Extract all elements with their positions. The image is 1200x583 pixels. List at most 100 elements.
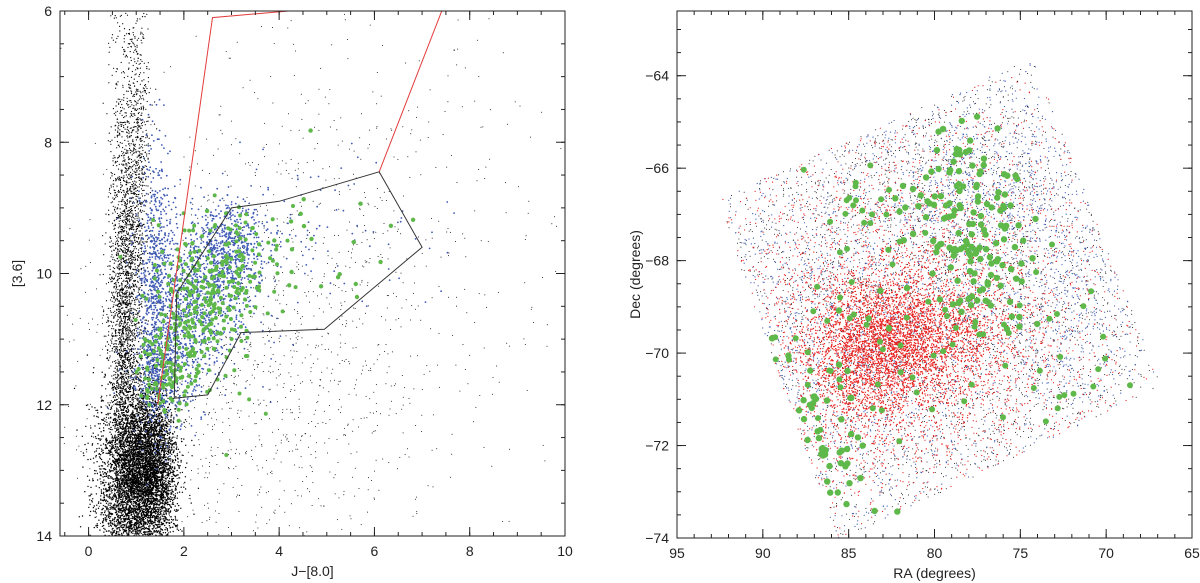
cmd-point [176, 519, 178, 521]
cmd-point [118, 361, 120, 363]
cmd-point [125, 181, 127, 183]
cmd-point [119, 267, 121, 269]
cmd-point [123, 157, 125, 159]
cmd-point [109, 421, 112, 423]
cmd-point [117, 427, 119, 429]
cmd-point [109, 462, 112, 465]
cmd-point [105, 506, 107, 508]
cmd-point [115, 362, 117, 364]
cmd-point [119, 295, 121, 297]
cmd-point [123, 121, 126, 123]
cmd-point [129, 329, 131, 331]
cmd-point [125, 145, 127, 147]
cmd-point [132, 403, 134, 405]
cmd-point [133, 323, 136, 325]
cmd-point [127, 339, 129, 341]
cmd-point [131, 190, 133, 192]
cmd-point [119, 459, 121, 461]
cmd-point [127, 215, 129, 217]
cmd-point [124, 341, 126, 343]
cmd-point [132, 367, 134, 370]
cmd-point [113, 278, 115, 280]
cmd-point [126, 128, 128, 130]
cmd-point [122, 131, 124, 133]
cmd-point [118, 533, 120, 535]
cmd-point [127, 370, 129, 372]
cmd-point [133, 513, 135, 515]
cmd-point [105, 232, 107, 234]
cmd-point [103, 511, 106, 514]
cmd-point [117, 443, 119, 445]
cmd-point [119, 15, 121, 17]
cmd-point [122, 212, 124, 215]
cmd-point [111, 341, 113, 343]
cmd-point [131, 70, 133, 73]
cmd-point [130, 262, 132, 264]
cmd-point [130, 254, 132, 256]
cmd-point [137, 150, 139, 152]
cmd-point [116, 208, 118, 210]
cmd-point [130, 295, 132, 297]
cmd-point [108, 320, 110, 322]
cmd-point [99, 439, 101, 442]
cmd-point [123, 97, 125, 99]
cmd-point [117, 176, 119, 178]
cmd-point [105, 335, 107, 337]
cmd-point [119, 483, 121, 486]
cmd-point [118, 102, 120, 104]
cmd-point [111, 375, 113, 377]
cmd-point [117, 338, 119, 340]
cmd-point [128, 423, 130, 425]
cmd-point [117, 177, 119, 179]
cmd-point [120, 380, 123, 382]
cmd-point [112, 385, 114, 387]
cmd-point [81, 435, 84, 437]
cmd-point [129, 380, 131, 382]
cmd-point [110, 256, 112, 258]
cmd-point [127, 270, 129, 273]
cmd-point [113, 454, 115, 456]
cmd-point [110, 311, 112, 313]
cmd-point [129, 286, 131, 288]
cmd-point [111, 408, 113, 410]
cmd-point [114, 15, 116, 17]
cmd-point [124, 116, 126, 118]
cmd-point [133, 289, 135, 291]
cmd-point [109, 357, 111, 359]
cmd-point [123, 108, 125, 110]
cmd-point [109, 431, 111, 433]
cmd-point [94, 516, 96, 519]
cmd-point [139, 254, 141, 256]
cmd-point [105, 473, 108, 475]
cmd-point [130, 224, 132, 226]
cmd-point [119, 498, 122, 501]
cmd-point [129, 251, 131, 253]
cmd-point [178, 504, 180, 507]
cmd-point [126, 311, 128, 313]
cmd-point [122, 254, 125, 256]
cmd-point [102, 273, 104, 276]
cmd-point [120, 267, 122, 269]
cmd-point [120, 264, 122, 266]
cmd-point [128, 167, 130, 169]
cmd-point [118, 401, 121, 403]
cmd-point [116, 449, 118, 452]
cmd-point [134, 301, 136, 303]
cmd-point [127, 382, 129, 384]
cmd-point [133, 401, 135, 403]
cmd-point [117, 423, 119, 425]
cmd-point [133, 273, 135, 275]
cmd-point [135, 139, 137, 141]
cmd-point [123, 154, 126, 156]
cmd-point [125, 489, 128, 492]
cmd-point [127, 333, 129, 335]
cmd-point [119, 237, 121, 239]
cmd-point [117, 98, 119, 100]
cmd-point [120, 339, 122, 341]
cmd-point [116, 381, 119, 383]
cmd-point [134, 304, 137, 306]
cmd-point [141, 532, 143, 534]
cmd-point [112, 256, 114, 258]
cmd-point [135, 274, 137, 276]
cmd-point [107, 140, 109, 142]
